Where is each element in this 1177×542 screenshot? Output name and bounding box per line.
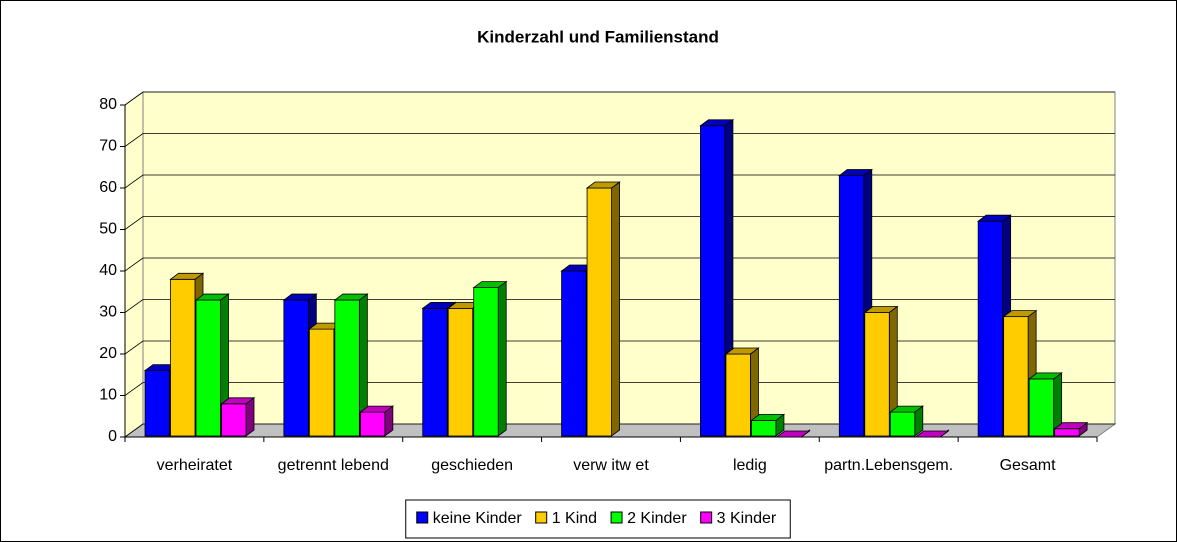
bar	[586, 187, 612, 437]
bar	[838, 175, 865, 437]
bar	[1003, 316, 1029, 437]
bar	[447, 307, 474, 437]
y-tick-label: 10	[99, 387, 117, 404]
legend-box	[405, 499, 791, 539]
bar	[751, 419, 777, 437]
legend-swatch	[610, 511, 623, 524]
bar-top	[724, 347, 760, 355]
bar	[195, 299, 221, 437]
legend-swatch	[535, 511, 548, 524]
bar-top	[838, 169, 873, 176]
bar-side	[611, 181, 620, 437]
bar	[700, 125, 726, 437]
bar	[889, 411, 916, 437]
legend-label: 1 Kind	[552, 510, 597, 527]
bar	[473, 287, 499, 437]
bar	[359, 411, 386, 437]
x-tick-label: getrennt lebend	[278, 457, 389, 474]
grid-line	[124, 423, 1115, 438]
legend-label: keine Kinder	[433, 510, 523, 527]
bar-top	[976, 214, 1012, 222]
bar-top	[775, 430, 811, 438]
bar-top	[1002, 310, 1038, 318]
y-tick-label: 70	[99, 138, 117, 155]
grid-line	[124, 382, 1115, 396]
x-tick-label: verw itw et	[573, 457, 649, 474]
grid-line	[124, 340, 1115, 355]
bar-top	[699, 119, 735, 127]
bar-side	[245, 396, 255, 437]
grid-line	[124, 91, 1115, 106]
bar-top	[1027, 372, 1063, 380]
bar-top	[750, 413, 786, 421]
bar-top	[585, 181, 621, 189]
legend-label: 3 Kinder	[717, 510, 777, 527]
y-tick-label: 30	[99, 304, 117, 321]
x-tick-label: Gesamt	[1000, 457, 1057, 474]
legend-swatch	[416, 511, 429, 524]
bar	[1028, 378, 1055, 437]
bar-top	[472, 281, 508, 289]
y-tick-label: 0	[108, 428, 117, 445]
x-tick-label: ledig	[733, 457, 767, 474]
bar-top	[359, 405, 395, 413]
y-tick-label: 40	[99, 262, 117, 279]
x-tick-label: verheiratet	[157, 457, 233, 474]
bar-top	[889, 405, 924, 413]
legend-label: 2 Kinder	[627, 510, 687, 527]
bar-top	[220, 397, 256, 405]
grid-line	[124, 174, 1115, 189]
bar	[422, 307, 448, 437]
chart-title: Kinderzahl und Familienstand	[477, 27, 719, 46]
bar-top	[194, 293, 230, 301]
bar-top	[282, 293, 318, 301]
bar	[221, 403, 247, 437]
bar	[725, 353, 751, 437]
bar-top	[169, 272, 205, 280]
x-tick-label: geschieden	[431, 457, 513, 474]
bar-side	[497, 280, 507, 437]
grid-line	[124, 133, 1115, 147]
bar	[170, 278, 196, 437]
grid-line	[124, 216, 1115, 230]
y-tick-label: 50	[99, 221, 117, 238]
bar	[1054, 428, 1080, 437]
bar-top	[863, 306, 899, 313]
bar	[308, 328, 335, 437]
legend-swatch	[700, 511, 713, 524]
y-tick-label: 20	[99, 345, 117, 362]
bar	[334, 299, 360, 437]
grid-line	[124, 257, 1115, 272]
bar	[283, 299, 309, 437]
bar	[977, 220, 1004, 437]
bar-top	[333, 293, 369, 301]
x-tick-label: partn.Lebensgem.	[824, 457, 953, 474]
bar	[561, 270, 587, 437]
grid-line	[124, 299, 1115, 313]
bar	[864, 312, 890, 437]
bar-top	[1053, 422, 1089, 430]
bar	[144, 370, 170, 437]
bar-top	[914, 430, 950, 438]
y-tick-label: 60	[99, 179, 117, 196]
y-tick-label: 80	[99, 96, 117, 113]
floor	[123, 423, 1117, 438]
bar-top	[421, 301, 457, 309]
